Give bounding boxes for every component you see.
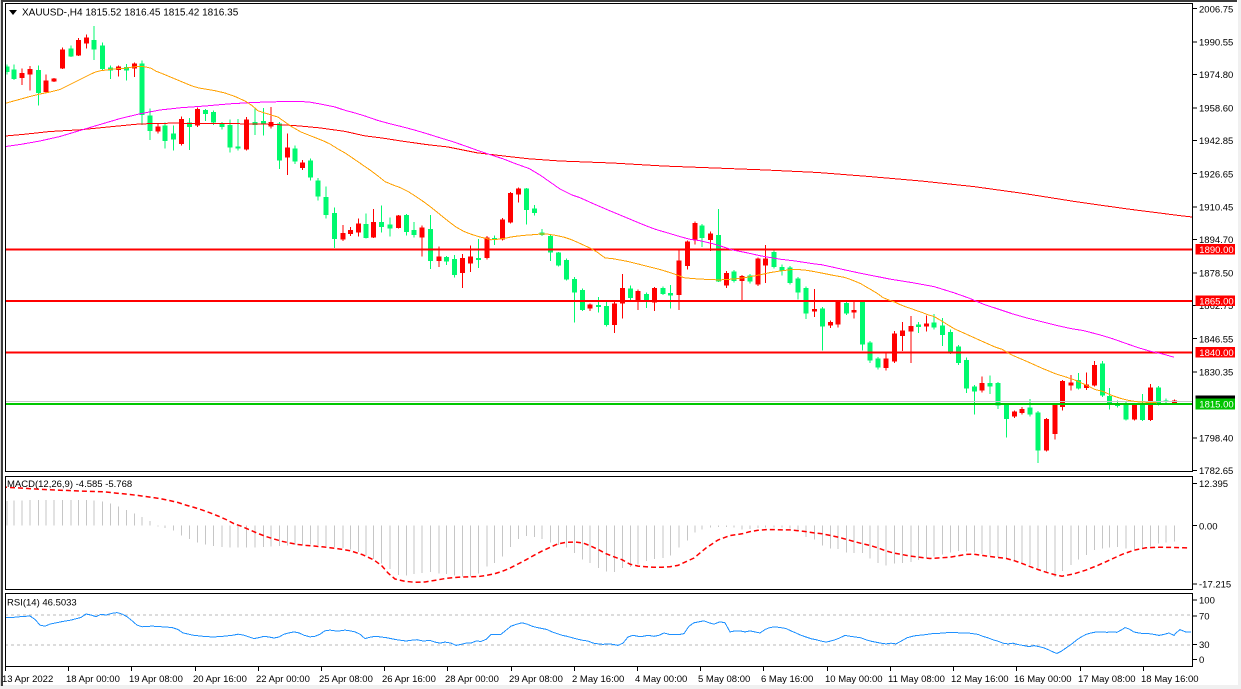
svg-text:RSI(14) 46.5033: RSI(14) 46.5033: [7, 598, 77, 609]
svg-text:1830.35: 1830.35: [1199, 368, 1233, 379]
svg-text:0.00: 0.00: [1199, 521, 1218, 532]
svg-text:1910.45: 1910.45: [1199, 203, 1233, 214]
svg-text:1926.65: 1926.65: [1199, 169, 1233, 180]
svg-text:1958.60: 1958.60: [1199, 104, 1233, 115]
svg-text:17 May 08:00: 17 May 08:00: [1078, 674, 1136, 685]
svg-text:1974.80: 1974.80: [1199, 70, 1233, 81]
svg-text:1894.70: 1894.70: [1199, 235, 1233, 246]
svg-text:MACD(12,26,9) -4.585 -5.768: MACD(12,26,9) -4.585 -5.768: [7, 479, 132, 490]
svg-text:11 May 08:00: 11 May 08:00: [888, 674, 945, 685]
svg-text:28 Apr 00:00: 28 Apr 00:00: [445, 674, 499, 685]
svg-text:0: 0: [1199, 655, 1204, 666]
svg-text:1942.85: 1942.85: [1199, 136, 1233, 147]
svg-text:26 Apr 16:00: 26 Apr 16:00: [382, 674, 436, 685]
svg-text:2 May 16:00: 2 May 16:00: [572, 674, 624, 685]
svg-text:30: 30: [1199, 640, 1210, 651]
svg-text:12 May 16:00: 12 May 16:00: [951, 674, 1009, 685]
svg-text:-17.215: -17.215: [1199, 580, 1231, 591]
svg-text:1990.55: 1990.55: [1199, 38, 1233, 49]
svg-text:10 May 00:00: 10 May 00:00: [825, 674, 883, 685]
svg-text:1798.40: 1798.40: [1199, 434, 1233, 445]
svg-text:16 May 00:00: 16 May 00:00: [1014, 674, 1072, 685]
svg-text:18 May 16:00: 18 May 16:00: [1141, 674, 1199, 685]
svg-text:20 Apr 16:00: 20 Apr 16:00: [193, 674, 247, 685]
svg-text:29 Apr 08:00: 29 Apr 08:00: [509, 674, 563, 685]
svg-text:1840.00: 1840.00: [1199, 348, 1233, 359]
svg-text:19 Apr 08:00: 19 Apr 08:00: [129, 674, 183, 685]
svg-text:18 Apr 00:00: 18 Apr 00:00: [66, 674, 120, 685]
svg-text:6 May 16:00: 6 May 16:00: [761, 674, 813, 685]
svg-text:1865.00: 1865.00: [1199, 296, 1233, 307]
svg-text:1846.55: 1846.55: [1199, 334, 1233, 345]
svg-text:4 May 00:00: 4 May 00:00: [635, 674, 687, 685]
svg-text:5 May 08:00: 5 May 08:00: [698, 674, 750, 685]
svg-text:70: 70: [1199, 612, 1210, 623]
svg-text:1890.00: 1890.00: [1199, 245, 1233, 256]
svg-text:1862.75: 1862.75: [1199, 301, 1233, 312]
svg-text:100: 100: [1199, 596, 1215, 607]
svg-text:1782.65: 1782.65: [1199, 466, 1233, 477]
svg-text:1878.50: 1878.50: [1199, 269, 1233, 280]
svg-text:13 Apr 2022: 13 Apr 2022: [2, 674, 53, 685]
svg-text:25 Apr 08:00: 25 Apr 08:00: [319, 674, 373, 685]
svg-text:22 Apr 00:00: 22 Apr 00:00: [256, 674, 310, 685]
svg-text:12.395: 12.395: [1199, 479, 1228, 490]
svg-text:2006.75: 2006.75: [1199, 4, 1233, 15]
svg-text:XAUUSD-,H4 1815.52 1816.45 18: XAUUSD-,H4 1815.52 1816.45 1815.42 1816.…: [22, 8, 239, 19]
svg-text:1815.00: 1815.00: [1199, 399, 1233, 410]
